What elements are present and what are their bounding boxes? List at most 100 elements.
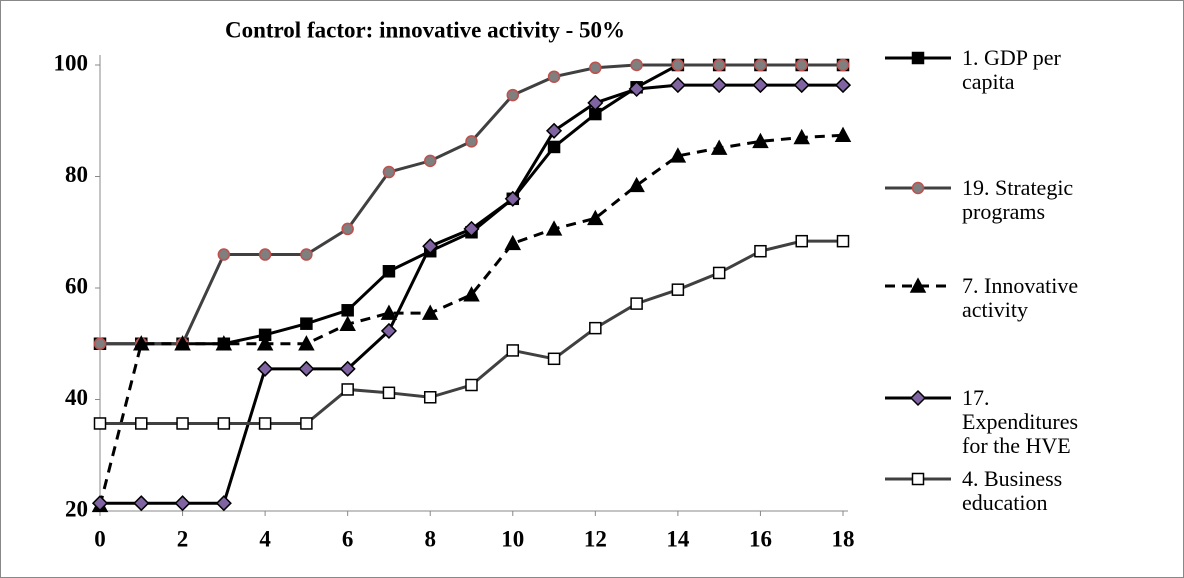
data-point	[630, 58, 643, 72]
data-point	[547, 352, 561, 366]
chart-title: Control factor: innovative activity - 50…	[225, 17, 625, 42]
data-point	[257, 360, 274, 377]
data-point	[423, 154, 437, 168]
data-point	[669, 77, 686, 94]
data-point	[754, 58, 767, 72]
data-point	[341, 304, 354, 317]
data-point	[671, 58, 685, 72]
data-point	[589, 61, 602, 75]
data-point	[834, 77, 852, 94]
data-point	[176, 417, 189, 430]
legend-label: 1. GDP per capita	[962, 45, 1061, 94]
data-point	[382, 265, 396, 278]
legend-marker	[911, 181, 925, 195]
legend-marker	[911, 472, 925, 486]
x-tick-label: 12	[584, 526, 607, 551]
data-point	[836, 234, 850, 248]
x-tick-label: 0	[94, 526, 106, 551]
data-point	[587, 209, 604, 226]
data-point	[258, 248, 272, 261]
data-point	[298, 335, 315, 351]
data-point	[712, 58, 726, 72]
data-point	[793, 77, 810, 94]
legend-item	[885, 277, 951, 293]
legend-marker	[909, 389, 927, 407]
data-point	[215, 495, 232, 512]
data-point	[834, 126, 852, 142]
data-point	[628, 176, 645, 193]
data-point	[341, 383, 354, 396]
data-point	[836, 58, 850, 72]
y-tick-label: 40	[65, 385, 88, 410]
y-tick-label: 20	[65, 496, 88, 521]
data-point	[133, 335, 150, 351]
data-point	[133, 495, 150, 512]
data-point	[300, 417, 313, 430]
data-point	[587, 94, 604, 111]
data-point	[298, 360, 315, 377]
data-point	[380, 304, 398, 320]
data-point	[795, 58, 808, 72]
data-point	[545, 220, 563, 236]
legend-label: 19. Strategic programs	[962, 175, 1074, 224]
data-point	[710, 139, 728, 155]
legend-item	[885, 181, 951, 195]
legend-marker	[909, 277, 927, 293]
data-point	[545, 122, 563, 139]
data-point	[671, 283, 685, 296]
data-point	[256, 335, 274, 351]
data-point	[421, 304, 439, 320]
x-tick-label: 4	[259, 526, 271, 551]
data-point	[422, 238, 439, 255]
data-point	[93, 337, 107, 350]
legend-label: 17. Expenditures for the HVE	[962, 385, 1079, 458]
x-tick-label: 18	[832, 526, 855, 551]
data-point	[669, 147, 687, 163]
data-point	[91, 495, 109, 512]
legend-label: 7. Innovative activity	[962, 273, 1079, 322]
legend-item	[885, 472, 951, 486]
data-point	[382, 165, 396, 179]
legend-marker	[911, 51, 925, 65]
data-point	[341, 222, 354, 236]
data-point	[630, 297, 643, 310]
data-point	[628, 80, 645, 98]
x-tick-label: 16	[749, 526, 772, 551]
data-point	[752, 77, 769, 94]
data-point	[300, 317, 313, 330]
data-point	[174, 335, 191, 351]
data-point	[380, 322, 398, 339]
x-tick-label: 6	[342, 526, 354, 551]
data-point	[547, 70, 561, 83]
data-point	[793, 128, 810, 145]
data-point	[465, 135, 478, 148]
x-tick-label: 10	[501, 526, 524, 551]
legend-item	[885, 51, 951, 65]
data-point	[504, 234, 522, 251]
data-point	[465, 378, 478, 392]
data-point	[463, 220, 480, 237]
legend-label: 4. Business education	[962, 466, 1063, 515]
data-point	[547, 140, 561, 154]
y-tick-label: 100	[54, 50, 89, 75]
data-point	[382, 386, 396, 400]
data-point	[504, 190, 521, 207]
data-point	[135, 417, 148, 430]
x-tick-label: 2	[177, 526, 189, 551]
data-point	[752, 132, 769, 149]
data-point	[93, 417, 107, 430]
x-tick-label: 14	[666, 526, 690, 551]
legend-item	[885, 389, 951, 407]
data-point	[711, 77, 728, 94]
data-point	[463, 286, 480, 302]
data-point	[217, 248, 231, 261]
data-point	[506, 344, 520, 357]
data-point	[339, 315, 356, 331]
data-point	[217, 417, 231, 430]
data-point	[258, 417, 272, 430]
y-tick-label: 80	[65, 162, 88, 187]
data-point	[215, 335, 233, 351]
data-point	[423, 391, 437, 404]
